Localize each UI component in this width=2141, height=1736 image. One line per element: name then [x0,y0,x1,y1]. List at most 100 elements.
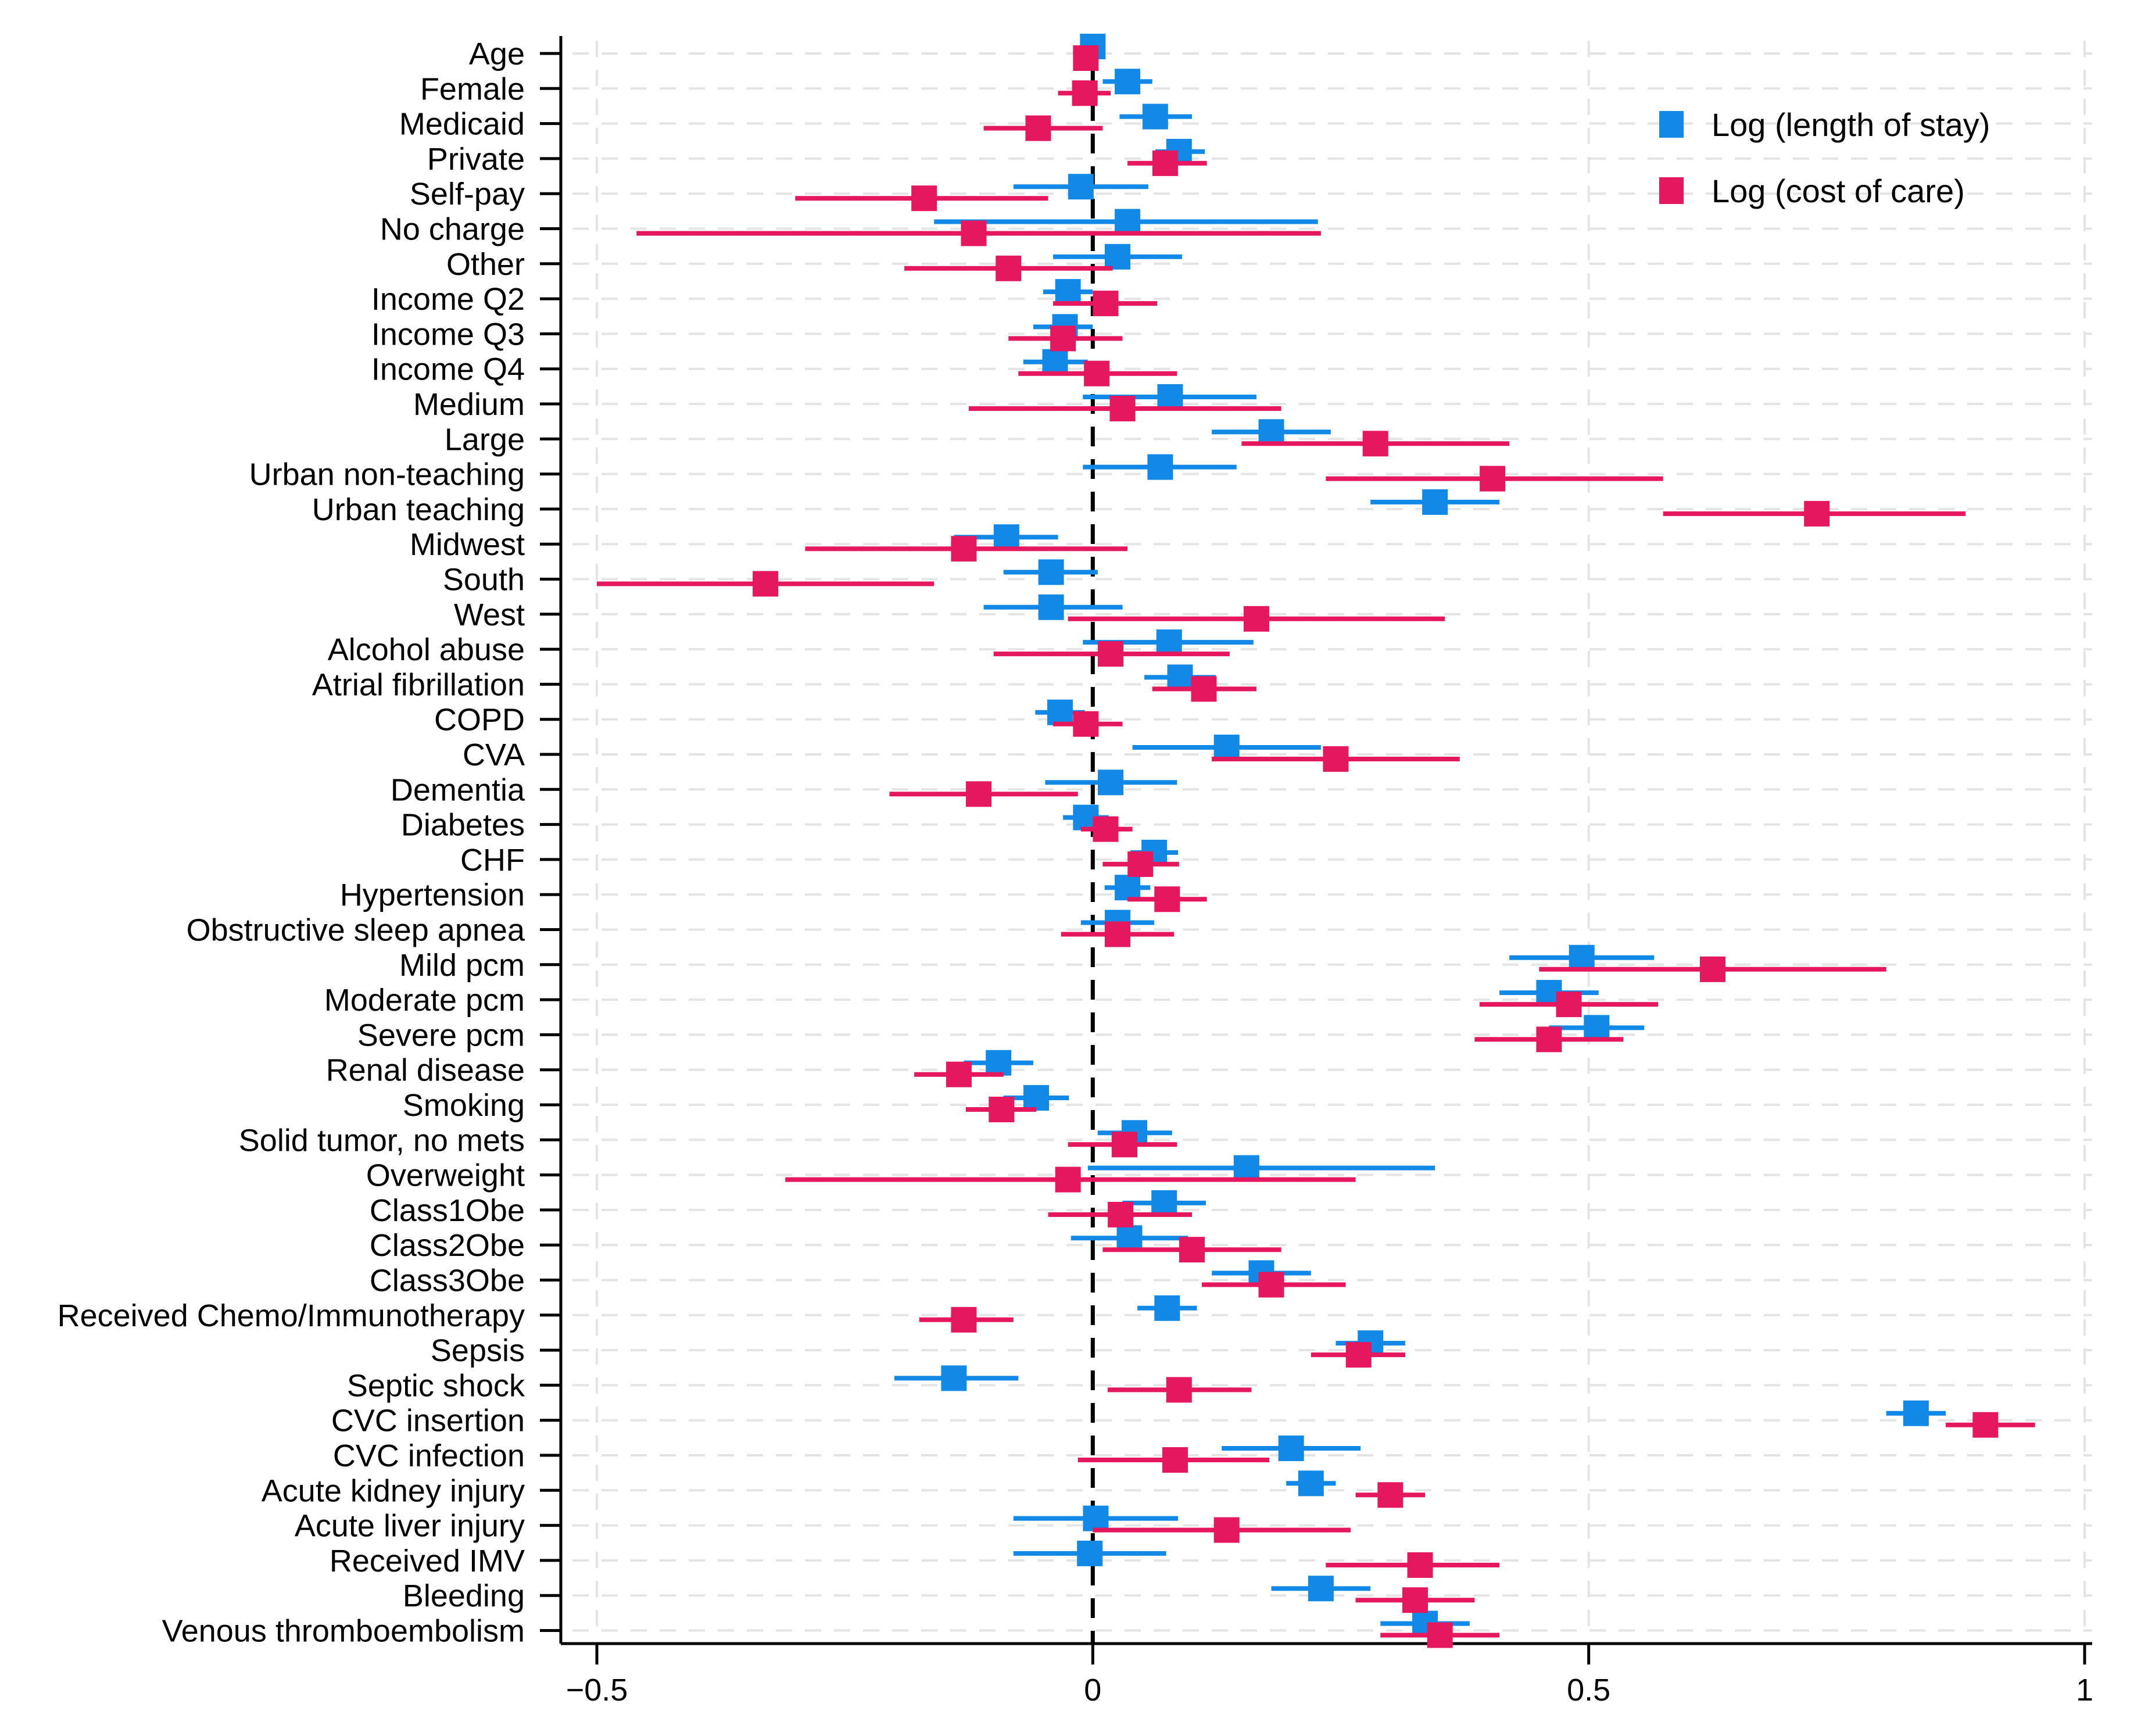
point-estimate [1154,886,1180,912]
y-tick-label: Class2Obe [370,1228,525,1263]
y-tick-label: Self-pay [410,177,525,212]
point-estimate [1167,664,1193,690]
point-estimate [1480,466,1506,492]
point-estimate [1258,419,1284,445]
y-tick-label: Hypertension [340,878,525,912]
y-tick-label: Mild pcm [399,948,525,983]
point-estimate [1156,629,1182,656]
point-estimate [1191,676,1217,702]
point-estimate [753,571,779,597]
point-estimate [1308,1576,1334,1602]
point-estimate [996,255,1022,281]
y-tick-label: Alcohol abuse [328,632,525,667]
point-estimate [1115,209,1141,235]
point-estimate [1047,699,1073,725]
legend-label-cost-of-care: Log (cost of care) [1712,173,1965,209]
y-tick-label: Acute liver injury [295,1509,525,1544]
point-estimate [1804,500,1830,527]
y-tick-label: Age [469,37,525,71]
point-estimate [1152,150,1178,176]
point-estimate [1377,1482,1404,1508]
point-estimate [941,1365,967,1391]
grid-lines [572,41,2092,1638]
series-0 [894,34,1946,1637]
y-tick-label: Midwest [410,527,525,562]
point-estimate [1166,1377,1192,1403]
point-estimate [1903,1400,1929,1426]
point-estimate [1108,1201,1134,1227]
y-tick-label: Medicaid [399,107,525,142]
y-tick-label: CVC insertion [331,1404,525,1438]
y-tick-label: Urban non-teaching [249,457,525,492]
point-estimate [1584,1015,1610,1041]
point-estimate [1142,103,1168,130]
y-tick-label: Class3Obe [370,1263,525,1298]
point-estimate [993,524,1019,550]
point-estimate [1105,921,1130,947]
point-estimate [1072,80,1098,106]
y-tick-label: West [454,597,525,632]
point-estimate [1025,115,1051,141]
point-estimate [911,185,937,212]
y-tick-label: Other [446,247,525,282]
point-estimate [1073,711,1099,737]
point-estimate [1098,641,1124,667]
x-tick-label: 1 [2076,1673,2093,1708]
point-estimate [1127,851,1154,877]
y-tick-label: CVA [463,738,525,772]
y-tick-label: COPD [434,703,525,738]
y-tick-label: Atrial fibrillation [312,667,525,702]
point-estimate [1422,489,1448,515]
point-estimate [1278,1436,1304,1461]
point-estimate [946,1061,972,1087]
y-tick-label: Received Chemo/Immunotherapy [58,1298,525,1333]
y-tick-label: CHF [460,843,525,878]
point-estimate [1213,735,1240,760]
point-estimate [961,220,987,246]
y-tick-label: Income Q4 [371,352,525,387]
point-estimate [951,536,977,562]
y-tick-label: Class1Obe [370,1193,525,1228]
y-tick-label: Female [420,71,525,106]
point-estimate [1298,1470,1324,1497]
point-estimate [1042,349,1068,375]
point-estimate [1115,875,1141,901]
point-estimate [1427,1622,1453,1648]
y-tick-label: CVC infection [333,1438,525,1473]
point-estimate [1050,325,1076,352]
x-tick-label: 0.5 [1567,1673,1610,1708]
y-tick-label: Overweight [366,1158,525,1193]
point-estimate [1407,1552,1433,1578]
point-estimate [1402,1587,1428,1613]
point-estimate [1213,1517,1240,1543]
y-tick-label: Solid tumor, no mets [239,1123,525,1158]
y-tick-label: Income Q2 [371,282,525,317]
point-estimate [1162,1447,1188,1473]
y-tick-label: Medium [413,387,525,422]
legend-swatch-length-of-stay [1659,111,1684,138]
y-tick-label: Venous thromboembolism [162,1614,525,1649]
point-estimate [1536,1026,1562,1053]
y-tick-label: Received IMV [330,1544,525,1578]
point-estimate [1258,1272,1284,1298]
x-tick-label: −0.5 [566,1673,628,1708]
point-estimate [1055,279,1081,305]
y-tick-label: Acute kidney injury [262,1473,525,1508]
point-estimate [1362,431,1388,457]
point-estimate [986,1050,1012,1076]
y-tick-label: Obstructive sleep apnea [187,913,525,948]
point-estimate [1083,1505,1109,1531]
point-estimate [1023,1085,1050,1111]
legend-swatch-cost-of-care [1659,177,1684,204]
point-estimate [1116,1225,1143,1251]
legend-label-length-of-stay: Log (length of stay) [1712,106,1990,143]
y-tick-label: Income Q3 [371,317,525,352]
y-tick-label: Moderate pcm [324,983,525,1018]
y-tick-label: Urban teaching [312,492,525,527]
point-estimate [989,1097,1015,1122]
point-estimate [1109,396,1136,421]
point-estimate [1038,559,1064,585]
point-estimate [1068,174,1094,200]
point-estimate [1084,360,1110,386]
